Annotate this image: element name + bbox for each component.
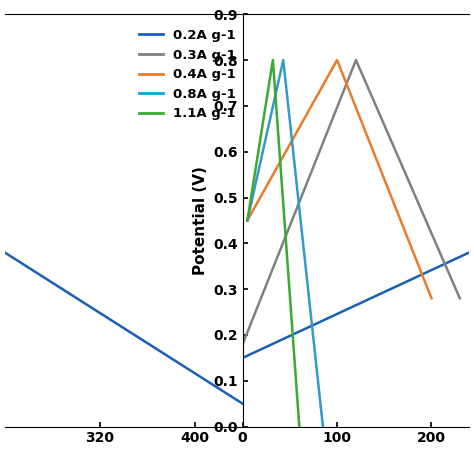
Text: (b): (b) [202,0,231,2]
Y-axis label: Potential (V): Potential (V) [192,166,208,275]
Legend: 0.2A g-1, 0.3A g-1, 0.4A g-1, 0.8A g-1, 1.1A g-1: 0.2A g-1, 0.3A g-1, 0.4A g-1, 0.8A g-1, … [139,29,236,120]
